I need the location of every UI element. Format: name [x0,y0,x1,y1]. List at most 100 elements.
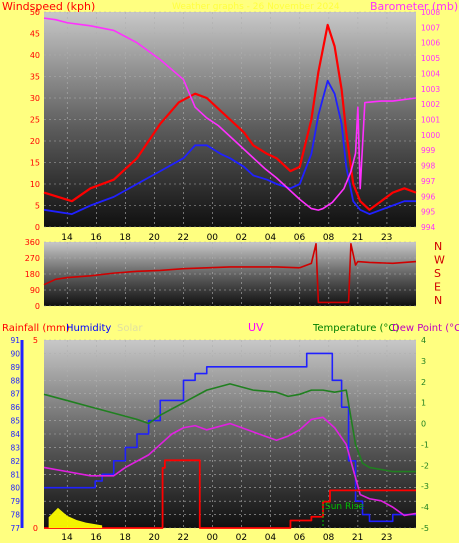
x-tick-label-lower: 20 [148,533,160,543]
wind-average-line [43,79,416,215]
wind-tick-label: 0 [35,223,40,232]
humidity-tick-label: 88 [10,376,20,385]
chart-series: Sun Rise [43,17,417,529]
windspeed-axis-label: Windspeed (kph) [2,0,95,13]
faded-caption: Weather graphs - 26 November 2024 [172,2,340,12]
direction-tick-label: 0 [35,302,40,311]
temperature-line [43,383,416,473]
barometer-tick-label: 1006 [421,39,440,48]
uv-tick-label: 0 [33,524,38,533]
sunrise-label: Sun Rise [325,502,364,512]
temperature-tick-label: -5 [421,524,429,533]
barometer-tick-label: 994 [421,223,436,232]
x-tick-label-lower: 04 [265,533,277,543]
direction-tick-label: 360 [25,238,40,247]
solar-label: Solar [117,323,143,334]
compass-letter: E [434,281,441,294]
wind-gust-line [43,23,417,211]
x-tick-label-wind: 14 [61,233,73,243]
wind-tick-label: 20 [30,137,40,146]
humidity-tick-label: 86 [10,403,20,412]
x-tick-label-wind: 08 [323,233,335,243]
direction-tick-label: 270 [25,254,40,263]
wind-tick-label: 50 [30,8,40,17]
x-tick-label-wind: 00 [207,233,219,243]
direction-tick-label: 180 [25,270,40,279]
rainfall-label: Rainfall (mm) [2,323,70,334]
temperature-tick-label: -3 [421,482,429,491]
temperature-tick-label: 1 [421,399,426,408]
uv-tick-label: 5 [33,336,38,345]
x-tick-label-wind: 21 [352,233,363,243]
humidity-tick-label: 80 [10,484,20,493]
wind-tick-label: 30 [30,94,40,103]
barometer-tick-label: 1004 [421,69,440,78]
humidity-label: Humidity [66,323,111,334]
barometer-tick-label: 997 [421,177,436,186]
barometer-tick-label: 1003 [421,85,440,94]
x-tick-label-lower: 02 [236,533,247,543]
humidity-tick-label: 91 [10,336,20,345]
barometer-tick-label: 1008 [421,8,440,17]
humidity-tick-label: 84 [10,430,20,439]
x-tick-label-lower: 08 [323,533,335,543]
wind-tick-label: 40 [30,51,40,60]
temperature-tick-label: 3 [421,357,426,366]
wind-tick-label: 5 [35,202,40,211]
temperature-tick-label: -1 [421,440,429,449]
uv-line [44,459,416,529]
wind-tick-label: 25 [30,116,40,125]
humidity-tick-label: 87 [10,390,20,399]
wind-direction-line [43,242,417,304]
humidity-tick-label: 79 [10,497,20,506]
wind-tick-label: 10 [30,180,40,189]
x-tick-label-wind: 23 [381,233,392,243]
barometer-tick-label: 998 [421,162,436,171]
compass-letter: S [434,267,441,280]
humidity-tick-label: 77 [10,524,20,533]
barometer-tick-label: 999 [421,146,436,155]
direction-tick-label: 90 [30,286,40,295]
dewpoint-label: Dew Point (°C) [392,323,459,334]
wind-tick-label: 35 [30,73,40,82]
barometer-tick-label: 1001 [421,116,440,125]
x-tick-label-wind: 06 [294,233,306,243]
x-tick-label-lower: 00 [207,533,219,543]
barometer-tick-label: 995 [421,208,436,217]
x-tick-label-lower: 21 [352,533,363,543]
temperature-tick-label: -4 [421,503,429,512]
humidity-tick-label: 90 [10,349,20,358]
humidity-line [44,352,416,523]
wind-tick-label: 15 [30,159,40,168]
x-tick-label-wind: 22 [178,233,189,243]
axis-tick-labels: 1414161618182020222200000202040406060808… [10,8,445,543]
x-tick-label-lower: 14 [61,533,73,543]
barometer-tick-label: 996 [421,192,436,201]
temperature-tick-label: 0 [421,420,426,429]
compass-letter: N [434,294,442,307]
solar-area [48,507,103,528]
barometer-tick-label: 1000 [421,131,440,140]
barometer-axis-label: Barometer (mb) [370,0,458,13]
x-tick-label-lower: 22 [178,533,189,543]
compass-letter: W [434,254,445,267]
uv-label: UV [248,321,264,334]
compass-letter: N [434,240,442,253]
x-tick-label-lower: 16 [90,533,102,543]
x-tick-label-wind: 18 [119,233,131,243]
barometer-tick-label: 1007 [421,23,440,32]
barometer-tick-label: 1002 [421,100,440,109]
temperature-tick-label: 2 [421,378,426,387]
barometer-line [43,17,417,211]
x-tick-label-lower: 06 [294,533,306,543]
dewpoint-line [43,416,417,517]
humidity-tick-label: 89 [10,363,20,372]
x-tick-label-wind: 04 [265,233,277,243]
temperature-tick-label: 4 [421,336,426,345]
temperature-tick-label: -2 [421,461,429,470]
x-tick-label-lower: 23 [381,533,392,543]
x-tick-label-wind: 02 [236,233,247,243]
humidity-tick-label: 81 [10,470,20,479]
humidity-tick-label: 83 [10,443,20,452]
